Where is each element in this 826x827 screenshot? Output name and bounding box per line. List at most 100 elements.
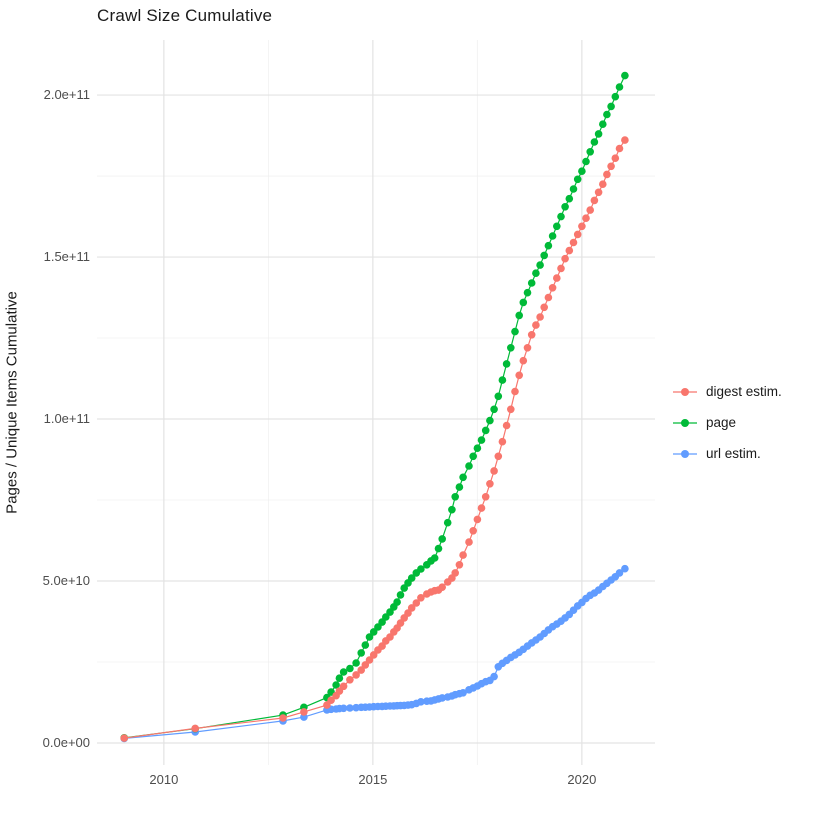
data-point <box>465 462 473 470</box>
legend-item-digest-estim-: digest estim. <box>672 376 782 407</box>
data-point <box>561 254 569 263</box>
legend: digest estim. page url estim. <box>672 376 782 469</box>
data-point <box>548 284 557 292</box>
data-point <box>515 371 523 380</box>
data-point <box>548 232 557 240</box>
data-point <box>573 175 582 184</box>
data-point <box>434 544 443 553</box>
legend-key-icon <box>673 418 697 427</box>
data-point <box>527 279 536 287</box>
data-point <box>300 708 308 716</box>
data-point <box>615 144 624 153</box>
data-point <box>332 681 340 689</box>
data-point <box>536 313 544 321</box>
data-point <box>621 564 629 573</box>
data-point <box>532 321 540 329</box>
legend-label: page <box>706 415 737 430</box>
data-point <box>412 599 421 607</box>
legend-item-url-estim-: url estim. <box>672 438 782 469</box>
data-point <box>536 261 544 269</box>
data-point <box>469 527 478 535</box>
data-point <box>357 666 366 674</box>
data-point <box>540 251 548 260</box>
data-point <box>490 405 498 414</box>
data-point <box>621 71 629 80</box>
data-point <box>393 598 401 606</box>
data-point <box>519 298 528 307</box>
data-point <box>339 704 348 713</box>
data-point <box>346 676 354 684</box>
x-tick-label: 2015 <box>358 772 388 787</box>
data-point <box>502 360 511 368</box>
data-point <box>438 535 447 543</box>
data-point <box>611 92 620 101</box>
data-point <box>417 698 425 706</box>
x-tick-label: 2020 <box>567 772 597 787</box>
legend-key-icon <box>673 449 697 458</box>
data-point <box>532 269 540 278</box>
series-page <box>120 71 629 742</box>
data-point <box>586 206 594 214</box>
chart-title: Crawl Size Cumulative <box>97 6 273 25</box>
major-gridlines <box>97 40 655 765</box>
data-point <box>590 138 599 146</box>
data-point <box>573 230 582 239</box>
series-url-estim- <box>120 564 629 743</box>
data-point <box>494 392 503 401</box>
data-point <box>417 565 425 573</box>
data-point <box>473 515 482 524</box>
data-point <box>621 136 629 144</box>
data-point <box>590 196 599 205</box>
data-point <box>557 212 565 221</box>
legend-item-page: page <box>672 407 782 438</box>
data-point <box>335 674 344 682</box>
data-point <box>455 561 464 569</box>
legend-label: url estim. <box>706 446 761 461</box>
data-point <box>455 483 464 491</box>
data-point <box>191 724 199 733</box>
data-point <box>607 102 615 111</box>
data-point <box>438 583 447 591</box>
data-point <box>515 311 523 320</box>
data-point <box>615 83 624 91</box>
data-point <box>599 180 607 188</box>
data-point <box>481 426 490 435</box>
data-point <box>357 649 366 657</box>
data-point <box>339 682 348 691</box>
data-point <box>527 331 536 339</box>
data-point <box>615 569 624 577</box>
data-point <box>451 569 460 577</box>
y-tick-label: 5.0e+10 <box>42 572 90 588</box>
data-point <box>582 157 590 166</box>
data-point <box>361 641 370 649</box>
data-point <box>481 493 490 501</box>
data-point <box>594 188 603 197</box>
data-point <box>365 633 374 641</box>
data-point <box>365 656 374 664</box>
minor-gridlines <box>97 40 655 765</box>
data-point <box>578 167 586 175</box>
data-point <box>569 185 578 193</box>
data-point <box>486 480 494 488</box>
data-point <box>327 696 335 704</box>
data-point <box>607 162 615 171</box>
data-point <box>599 120 607 128</box>
data-point <box>120 734 128 742</box>
x-tick-label: 2010 <box>149 772 179 787</box>
data-point <box>473 444 482 453</box>
data-point <box>465 538 473 546</box>
data-point <box>502 421 511 430</box>
data-point <box>469 452 478 461</box>
data-point <box>486 416 494 425</box>
data-point <box>459 689 467 697</box>
data-point <box>339 668 348 676</box>
data-point <box>459 551 467 559</box>
data-point <box>582 214 590 222</box>
data-point <box>594 130 603 138</box>
data-point <box>523 288 532 297</box>
data-point <box>300 713 308 721</box>
data-point <box>540 303 548 312</box>
data-point <box>430 554 439 562</box>
data-point <box>544 241 553 250</box>
